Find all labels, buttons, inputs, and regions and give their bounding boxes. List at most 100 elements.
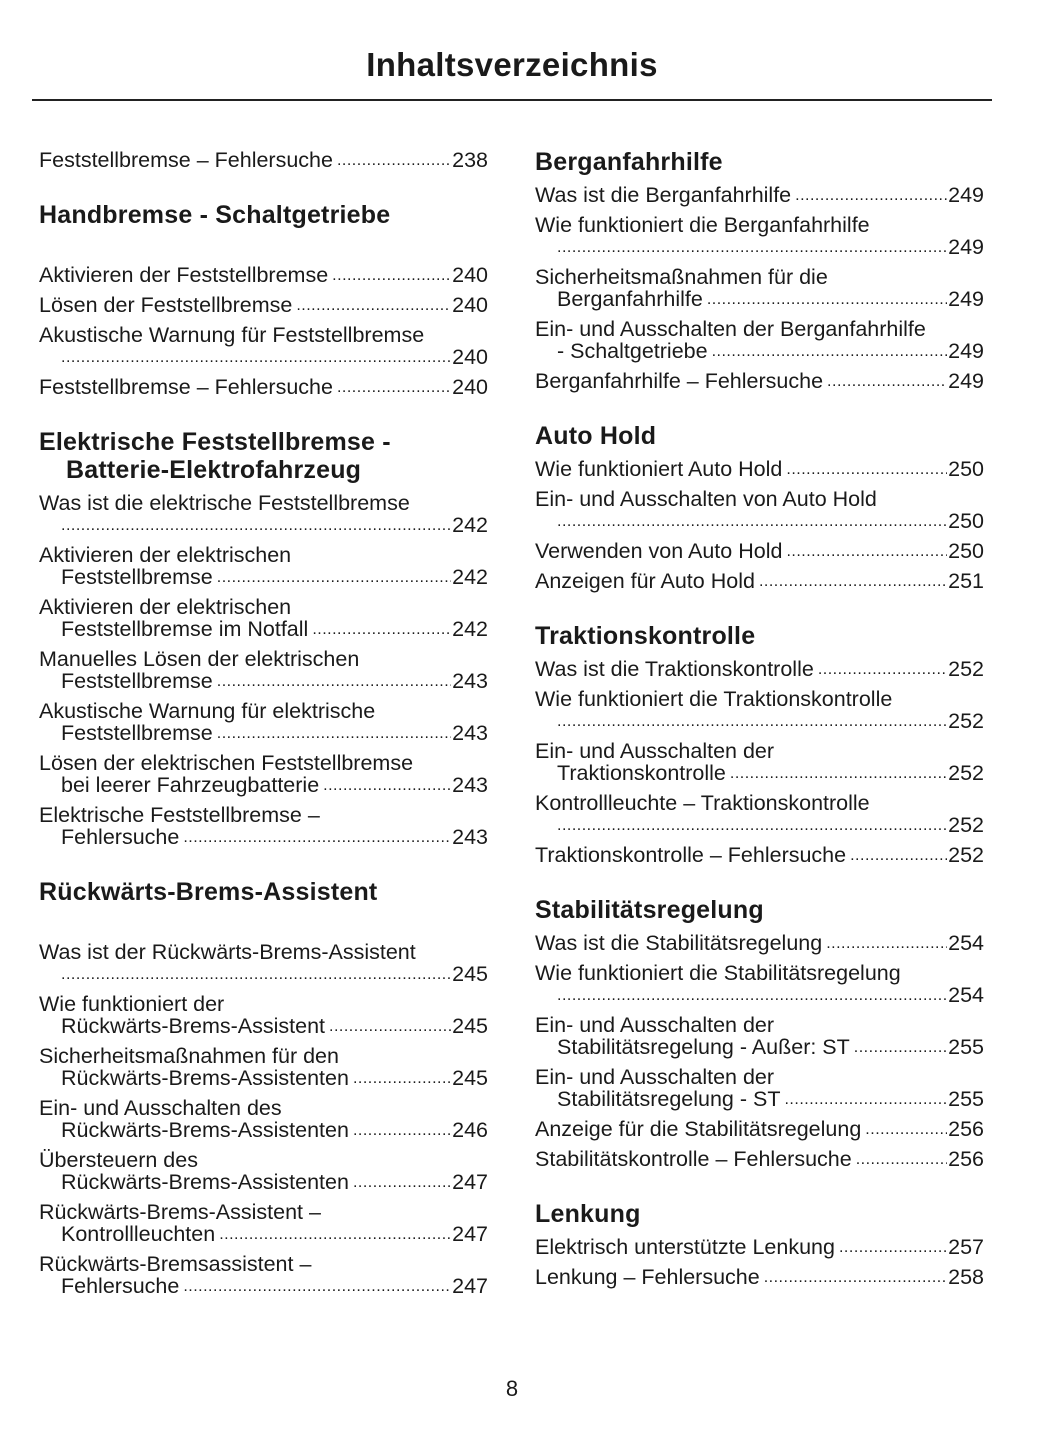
toc-page-number[interactable]: 256 (948, 1117, 984, 1141)
toc-entry[interactable]: Anzeige für die Stabilitätsregelung.....… (535, 1118, 984, 1140)
toc-entry[interactable]: Ein- und Ausschalten der Stabilitätsregel… (535, 1066, 984, 1110)
toc-page-number[interactable]: 250 (948, 509, 984, 533)
toc-section: Handbremse - Schaltgetriebe Aktivieren de… (39, 201, 488, 398)
toc-page-number[interactable]: 252 (948, 709, 984, 733)
toc-entry[interactable]: Aktivieren der elektrischen Feststellbrem… (39, 544, 488, 588)
toc-page-number[interactable]: 257 (948, 1235, 984, 1259)
toc-page-number[interactable]: 240 (452, 345, 488, 369)
toc-page-number[interactable]: 254 (948, 931, 984, 955)
toc-entry-line: Berganfahrhilfe – Fehlersuche...........… (535, 370, 984, 392)
toc-entry-text: Manuelles Lösen der elektrischen (39, 647, 360, 671)
toc-entry[interactable]: Lösen der elektrischen Feststellbremse be… (39, 752, 488, 796)
toc-entry[interactable]: Lösen der Feststellbremse...............… (39, 294, 488, 316)
toc-entry-line: Traktionskontrolle......................… (535, 762, 984, 784)
toc-page-number[interactable]: 249 (948, 369, 984, 393)
toc-entry-line: Ein- und Ausschalten von Auto Hold (535, 488, 984, 510)
toc-page-number[interactable]: 243 (452, 669, 488, 693)
toc-page-number[interactable]: 243 (452, 773, 488, 797)
toc-entry[interactable]: Wie funktioniert die Berganfahrhilfe....… (535, 214, 984, 258)
toc-page-number[interactable]: 247 (452, 1274, 488, 1298)
toc-entry[interactable]: Ein- und Ausschalten von Auto Hold......… (535, 488, 984, 532)
toc-entry-line: Ein- und Ausschalten der Berganfahrhilfe (535, 318, 984, 340)
toc-page-number[interactable]: 251 (948, 569, 984, 593)
dot-leader: ........................................… (323, 777, 451, 794)
toc-section: Berganfahrhilfe Was ist die Berganfahrhil… (535, 148, 984, 392)
toc-entry[interactable]: Akustische Warnung für Feststellbremse..… (39, 324, 488, 368)
toc-entry-text: Lösen der elektrischen Feststellbremse (39, 751, 414, 775)
toc-page-number[interactable]: 245 (452, 1014, 488, 1038)
toc-entry[interactable]: Traktionskontrolle – Fehlersuche........… (535, 844, 984, 866)
toc-entry[interactable]: Elektrische Feststellbremse – Fehlersuche… (39, 804, 488, 848)
toc-entry[interactable]: Rückwärts-Brems-Assistent – Kontrollleuch… (39, 1201, 488, 1245)
toc-entry[interactable]: Wie funktioniert Auto Hold..............… (535, 458, 984, 480)
toc-page-number[interactable]: 240 (452, 293, 488, 317)
toc-entry[interactable]: Übersteuern des Rückwärts-Brems-Assistent… (39, 1149, 488, 1193)
toc-entry[interactable]: Manuelles Lösen der elektrischen Feststel… (39, 648, 488, 692)
toc-entry[interactable]: Aktivieren der Feststellbremse..........… (39, 264, 488, 286)
toc-page-number[interactable]: 247 (452, 1170, 488, 1194)
toc-page-number[interactable]: 242 (452, 565, 488, 589)
toc-entry[interactable]: Ein- und Ausschalten der Stabilitätsregel… (535, 1014, 984, 1058)
toc-page-number[interactable]: 252 (948, 657, 984, 681)
toc-page-number[interactable]: 256 (948, 1147, 984, 1171)
toc-entry[interactable]: Elektrisch unterstützte Lenkung.........… (535, 1236, 984, 1258)
toc-entry[interactable]: Anzeigen für Auto Hold..................… (535, 570, 984, 592)
toc-entry[interactable]: Akustische Warnung für elektrische Festst… (39, 700, 488, 744)
toc-page-number[interactable]: 250 (948, 457, 984, 481)
toc-entry-text: Feststellbremse (61, 721, 213, 745)
toc-entry[interactable]: Wie funktioniert die Traktionskontrolle.… (535, 688, 984, 732)
toc-page-number[interactable]: 249 (948, 287, 984, 311)
toc-page-number[interactable]: 240 (452, 375, 488, 399)
toc-page-number[interactable]: 249 (948, 235, 984, 259)
toc-page-number[interactable]: 242 (452, 513, 488, 537)
toc-page-number[interactable]: 245 (452, 962, 488, 986)
toc-entry-line: Feststellbremse – Fehlersuche...........… (39, 149, 488, 171)
toc-page-number[interactable]: 252 (948, 813, 984, 837)
toc-page-number[interactable]: 243 (452, 825, 488, 849)
toc-page-number[interactable]: 249 (948, 339, 984, 363)
toc-page-number[interactable]: 243 (452, 721, 488, 745)
toc-page-number[interactable]: 245 (452, 1066, 488, 1090)
toc-page-number[interactable]: 252 (948, 843, 984, 867)
toc-entry[interactable]: Sicherheitsmaßnahmen für die Berganfahrhi… (535, 266, 984, 310)
toc-entry[interactable]: Wie funktioniert der Rückwärts-Brems-Assi… (39, 993, 488, 1037)
toc-page-number[interactable]: 254 (948, 983, 984, 1007)
toc-page-number[interactable]: 242 (452, 617, 488, 641)
toc-entry[interactable]: Feststellbremse – Fehlersuche...........… (39, 376, 488, 398)
toc-page-number[interactable]: 250 (948, 539, 984, 563)
toc-entry[interactable]: Was ist die elektrische Feststellbremse.… (39, 492, 488, 536)
toc-page-number[interactable]: 246 (452, 1118, 488, 1142)
toc-page-number[interactable]: 255 (948, 1035, 984, 1059)
toc-entry[interactable]: Ein- und Ausschalten des Rückwärts-Brems-… (39, 1097, 488, 1141)
toc-entry[interactable]: Stabilitätskontrolle – Fehlersuche......… (535, 1148, 984, 1170)
toc-entry-line: Feststellbremse im Notfall..............… (39, 618, 488, 640)
toc-entry-line: ........................................… (535, 510, 984, 532)
toc-page-number[interactable]: 238 (452, 148, 488, 172)
toc-entry-text: Aktivieren der elektrischen (39, 595, 292, 619)
toc-entry[interactable]: Rückwärts-Bremsassistent – Fehlersuche...… (39, 1253, 488, 1297)
toc-entry[interactable]: Aktivieren der elektrischen Feststellbrem… (39, 596, 488, 640)
toc-page-number[interactable]: 247 (452, 1222, 488, 1246)
toc-entry-line: Feststellbremse.........................… (39, 722, 488, 744)
toc-entry[interactable]: Was ist die Traktionskontrolle..........… (535, 658, 984, 680)
toc-page-number[interactable]: 249 (948, 183, 984, 207)
toc-section: Traktionskontrolle Was ist die Traktionsk… (535, 622, 984, 866)
toc-entry[interactable]: Was ist die Berganfahrhilfe.............… (535, 184, 984, 206)
toc-entry[interactable]: Ein- und Ausschalten der Berganfahrhilfe… (535, 318, 984, 362)
toc-page-number[interactable]: 258 (948, 1265, 984, 1289)
toc-entry[interactable]: Feststellbremse – Fehlersuche...........… (39, 149, 488, 171)
toc-page-number[interactable]: 255 (948, 1087, 984, 1111)
toc-entry[interactable]: Was ist der Rückwärts-Brems-Assistent...… (39, 941, 488, 985)
toc-page-number[interactable]: 252 (948, 761, 984, 785)
toc-entry[interactable]: Ein- und Ausschalten der Traktionskontrol… (535, 740, 984, 784)
toc-page-number[interactable]: 240 (452, 263, 488, 287)
toc-entry[interactable]: Lenkung – Fehlersuche...................… (535, 1266, 984, 1288)
toc-entry[interactable]: Sicherheitsmaßnahmen für den Rückwärts-Br… (39, 1045, 488, 1089)
toc-entry[interactable]: Wie funktioniert die Stabilitätsregelung… (535, 962, 984, 1006)
toc-entry-text: Rückwärts-Bremsassistent – (39, 1252, 312, 1276)
toc-entry[interactable]: Berganfahrhilfe – Fehlersuche...........… (535, 370, 984, 392)
toc-entry[interactable]: Was ist die Stabilitätsregelung.........… (535, 932, 984, 954)
toc-entry[interactable]: Verwenden von Auto Hold.................… (535, 540, 984, 562)
toc-entry[interactable]: Kontrollleuchte – Traktionskontrolle....… (535, 792, 984, 836)
toc-entry-line: Elektrisch unterstützte Lenkung.........… (535, 1236, 984, 1258)
